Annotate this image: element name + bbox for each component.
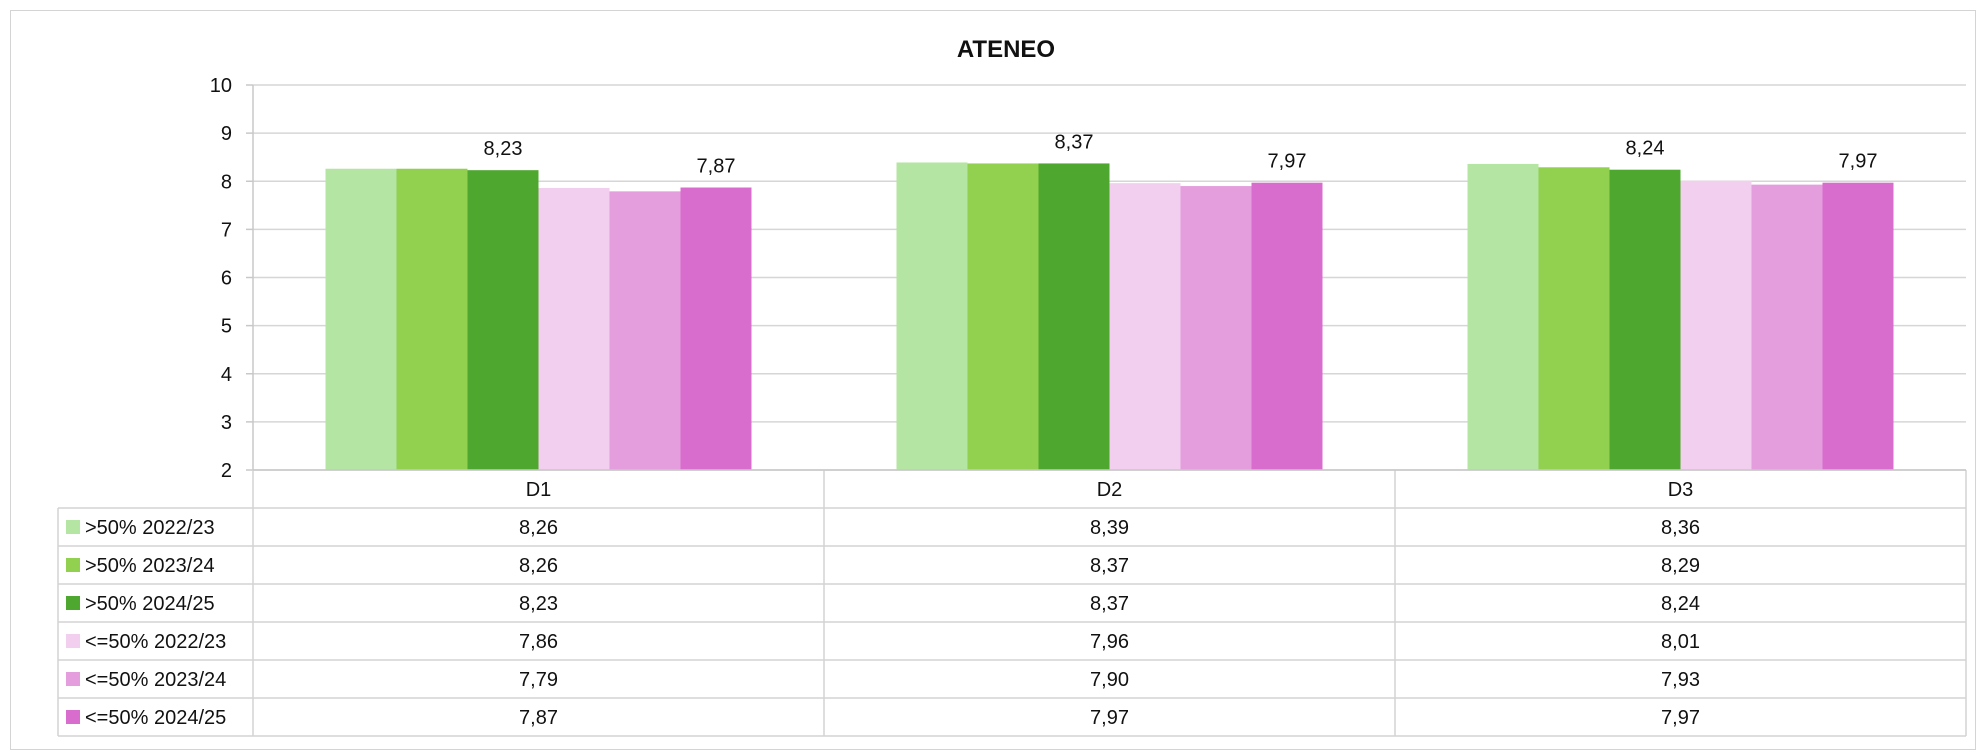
table-cell-value: 8,26 xyxy=(519,555,558,577)
table-cell-value: 8,36 xyxy=(1661,517,1700,539)
legend-label: >50% 2023/24 xyxy=(85,555,215,577)
table-cell-value: 8,37 xyxy=(1090,555,1129,577)
table-cell-value: 8,37 xyxy=(1090,593,1129,615)
table-cell-value: 8,01 xyxy=(1661,631,1700,653)
bar xyxy=(1680,180,1752,471)
table-cell-value: 8,24 xyxy=(1661,593,1700,615)
bar-data-label: 7,97 xyxy=(1839,151,1878,173)
table-cell-value: 8,29 xyxy=(1661,555,1700,577)
bar-data-label: 7,87 xyxy=(697,156,736,178)
legend-label: >50% 2022/23 xyxy=(85,517,215,539)
y-tick-label: 9 xyxy=(221,123,232,145)
bar xyxy=(896,162,968,470)
table-cell-value: 7,93 xyxy=(1661,669,1700,691)
bar xyxy=(1538,167,1610,470)
y-tick-label: 6 xyxy=(221,268,232,290)
table-cell-value: 7,97 xyxy=(1090,707,1129,729)
table-cell-value: 8,26 xyxy=(519,517,558,539)
legend-label: >50% 2024/25 xyxy=(85,593,215,615)
table-cell-value: 8,23 xyxy=(519,593,558,615)
table-cell-value: 7,97 xyxy=(1661,707,1700,729)
legend-swatch xyxy=(66,710,80,724)
bar xyxy=(1251,182,1323,470)
bar xyxy=(538,187,610,471)
table-cell-value: 7,79 xyxy=(519,669,558,691)
bar xyxy=(325,168,397,471)
bar xyxy=(1822,182,1894,470)
legend-label: <=50% 2022/23 xyxy=(85,631,226,653)
legend-swatch xyxy=(66,596,80,610)
category-label: D1 xyxy=(526,479,552,501)
bar xyxy=(467,170,539,470)
bar-data-label: 8,37 xyxy=(1055,131,1094,153)
bar xyxy=(396,168,468,471)
y-tick-label: 8 xyxy=(221,171,232,193)
legend-swatch xyxy=(66,558,80,572)
category-label: D3 xyxy=(1668,479,1694,501)
y-tick-label: 4 xyxy=(221,364,232,386)
legend-label: <=50% 2023/24 xyxy=(85,669,226,691)
table-cell-value: 7,87 xyxy=(519,707,558,729)
y-tick-label: 7 xyxy=(221,219,232,241)
legend-swatch xyxy=(66,520,80,534)
y-tick-label: 10 xyxy=(210,75,232,97)
bar xyxy=(967,163,1039,470)
bar xyxy=(1609,169,1681,470)
y-tick-label: 2 xyxy=(221,460,232,482)
bar xyxy=(1467,163,1539,471)
bar xyxy=(609,191,681,470)
y-tick-label: 3 xyxy=(221,412,232,434)
bar-data-label: 7,97 xyxy=(1268,151,1307,173)
bar xyxy=(680,187,752,470)
bar xyxy=(1038,163,1110,470)
chart-title: ATENEO xyxy=(957,36,1055,63)
table-cell-value: 8,39 xyxy=(1090,517,1129,539)
bar xyxy=(1180,186,1252,470)
category-label: D2 xyxy=(1097,479,1123,501)
legend-swatch xyxy=(66,634,80,648)
legend-swatch xyxy=(66,672,80,686)
table-cell-value: 7,96 xyxy=(1090,631,1129,653)
table-cell-value: 7,86 xyxy=(519,631,558,653)
bar xyxy=(1751,184,1823,470)
bar xyxy=(1109,183,1181,471)
legend-label: <=50% 2024/25 xyxy=(85,707,226,729)
table-cell-value: 7,90 xyxy=(1090,669,1129,691)
y-tick-label: 5 xyxy=(221,316,232,338)
bar-data-label: 8,23 xyxy=(484,138,523,160)
bar-data-label: 8,24 xyxy=(1626,138,1665,160)
